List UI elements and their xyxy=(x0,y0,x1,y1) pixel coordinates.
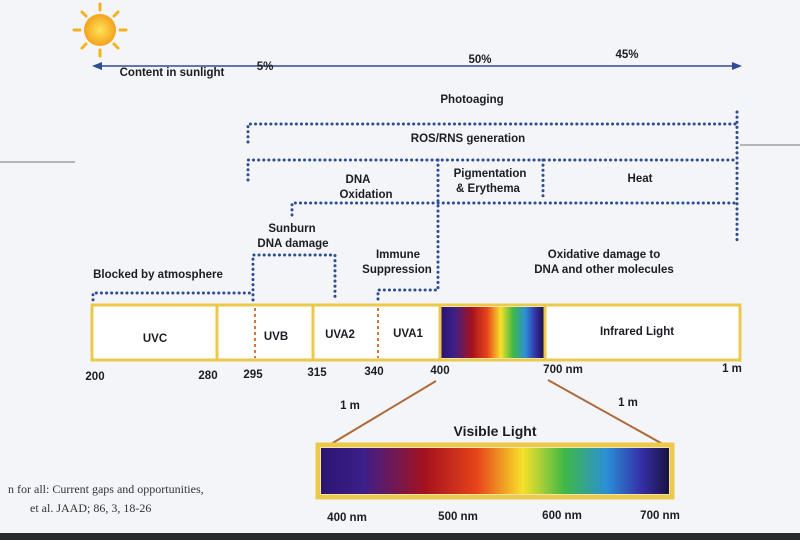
band-label: UVC xyxy=(143,333,167,345)
visible-title: Visible Light xyxy=(454,423,537,439)
band-label: Infrared Light xyxy=(600,326,674,338)
wavelength-label: 400 xyxy=(430,365,449,377)
effect-label: DNA damage xyxy=(257,238,328,250)
sun-icon xyxy=(72,2,128,58)
bottom-edge xyxy=(0,533,800,540)
wavelength-label: 295 xyxy=(243,369,263,381)
zoom-label: 1 m xyxy=(618,397,638,409)
effect-label: DNA xyxy=(346,174,371,186)
wavelength-label: 1 m xyxy=(722,363,742,375)
visible-wavelength: 600 nm xyxy=(542,510,582,522)
sunlight-label: Content in sunlight xyxy=(120,67,225,79)
zoom-label: 1 m xyxy=(340,400,360,412)
effect-label: Heat xyxy=(628,173,653,185)
citation: et al. JAAD; 86, 3, 18-26 xyxy=(30,501,151,515)
effect-label: Immune xyxy=(376,249,420,261)
band-label: UVB xyxy=(264,331,288,343)
visible-wavelength: 500 nm xyxy=(438,511,478,523)
effect-label: Suppression xyxy=(362,264,432,276)
effect-label: Pigmentation xyxy=(454,168,527,180)
spectrum-bar xyxy=(90,303,742,362)
effect-label: Blocked by atmosphere xyxy=(93,269,223,281)
effect-label: Oxidative damage to xyxy=(548,249,660,261)
wavelength-label: 200 xyxy=(85,371,104,383)
effect-label: Sunburn xyxy=(268,223,315,235)
share: 45% xyxy=(615,49,638,61)
visible-bar xyxy=(315,442,675,500)
zoom-lines xyxy=(325,379,669,448)
effect-label: Oxidation xyxy=(339,189,392,201)
effect-label: ROS/RNS generation xyxy=(411,133,525,145)
visible-wavelength: 700 nm xyxy=(640,510,680,522)
dotted-brackets xyxy=(91,110,739,307)
effect-label: DNA and other molecules xyxy=(534,264,674,276)
band-label: UVA1 xyxy=(393,328,423,340)
citation: n for all: Current gaps and opportunitie… xyxy=(8,482,204,496)
effect-label: Photoaging xyxy=(440,94,503,106)
wavelength-label: 340 xyxy=(364,366,383,378)
share: 50% xyxy=(468,54,491,66)
wavelength-label: 315 xyxy=(307,367,327,379)
wavelength-label: 700 nm xyxy=(543,364,583,376)
band-label: UVA2 xyxy=(325,329,355,341)
wavelength-label: 280 xyxy=(198,370,217,382)
share: 5% xyxy=(257,61,274,73)
visible-wavelength: 400 nm xyxy=(327,512,367,524)
sunlight-arrow xyxy=(92,62,742,70)
effect-label: & Erythema xyxy=(456,183,521,195)
